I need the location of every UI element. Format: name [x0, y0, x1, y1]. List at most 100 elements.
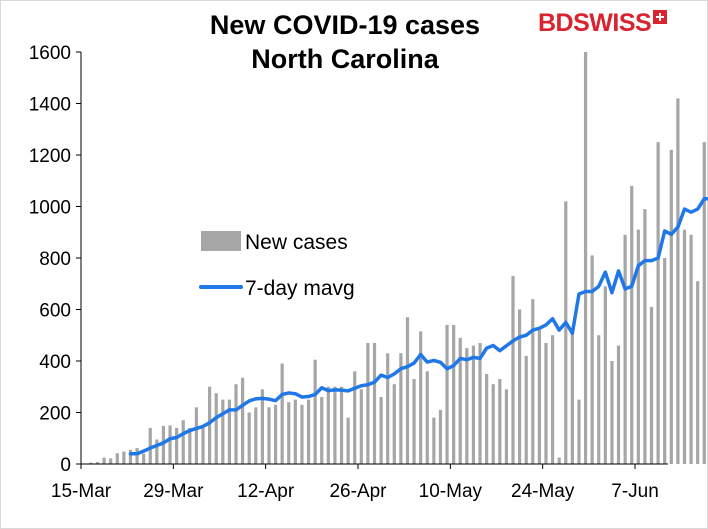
brand-logo: BDSWISS: [538, 8, 668, 37]
y-tick-label: 200: [39, 404, 71, 425]
bar: [102, 457, 106, 464]
y-tick-label: 1600: [29, 43, 71, 64]
bar: [339, 386, 344, 464]
bar: [155, 439, 159, 464]
bar: [346, 417, 350, 464]
legend: New cases 7-day mavg: [199, 231, 355, 300]
bar: [221, 399, 225, 465]
bar: [676, 98, 680, 464]
bar: [115, 453, 119, 464]
bar: [214, 393, 218, 464]
bars-layer: [89, 52, 706, 465]
bar: [630, 185, 634, 464]
bar: [603, 286, 607, 464]
bar: [669, 149, 673, 464]
x-tick-label: 26-Apr: [329, 481, 387, 502]
y-tick-label: 800: [39, 249, 71, 270]
bar: [392, 384, 396, 464]
bar: [564, 201, 568, 464]
bar: [273, 404, 278, 464]
bar: [550, 335, 555, 464]
bar: [109, 458, 113, 464]
x-tick-label: 12-Apr: [237, 481, 295, 502]
bar: [379, 397, 383, 464]
bar: [260, 389, 264, 464]
bar: [663, 258, 667, 464]
bar: [419, 331, 423, 464]
bar: [313, 359, 317, 464]
bar: [511, 276, 515, 464]
bar: [300, 404, 304, 464]
bar: [399, 353, 403, 464]
bar: [208, 386, 212, 464]
bar: [320, 397, 324, 464]
bar: [148, 427, 152, 464]
bar: [438, 409, 443, 464]
x-tick-label: 10-May: [419, 481, 483, 502]
bar: [142, 453, 146, 464]
bar: [656, 142, 660, 465]
bar: [240, 377, 245, 464]
bar: [445, 324, 449, 464]
bar: [122, 451, 126, 464]
legend-label-new-cases: New cases: [245, 231, 348, 254]
bar: [649, 306, 654, 464]
bar: [682, 229, 687, 464]
bar: [326, 386, 330, 464]
bar: [504, 389, 509, 464]
x-ticks: 15-Mar 29-Mar 12-Apr 26-Apr 10-May 24-May 7-Ju…: [51, 464, 659, 502]
bar: [128, 449, 133, 464]
bar: [353, 371, 357, 464]
bar: [333, 386, 337, 464]
bar: [366, 342, 370, 464]
bar: [544, 342, 548, 464]
bar: [412, 379, 416, 464]
bar: [135, 448, 139, 464]
bar: [524, 355, 528, 464]
bar: [194, 407, 199, 464]
legend-label-7-day-mavg: 7-day mavg: [245, 277, 355, 300]
bar: [293, 399, 297, 465]
bar: [597, 335, 601, 464]
y-ticks: 0 200 400 600 800 1000 1200 1400 1600: [29, 43, 81, 476]
bar: [287, 402, 291, 464]
bar: [702, 142, 706, 465]
bar: [234, 384, 238, 464]
bar: [689, 234, 693, 464]
x-tick-label: 7-Jun: [611, 481, 659, 502]
y-tick-label: 400: [39, 352, 71, 373]
title-line-1: New COVID-19 cases: [209, 10, 481, 40]
bar: [570, 331, 574, 464]
bar: [247, 412, 251, 464]
bar: [95, 461, 100, 464]
title-line-2: North Carolina: [251, 44, 439, 74]
bar: [432, 417, 436, 464]
bar: [471, 345, 476, 464]
bar: [518, 309, 522, 464]
bar: [577, 399, 581, 465]
y-tick-label: 1400: [29, 95, 71, 116]
bar: [485, 373, 489, 465]
bar: [175, 427, 179, 464]
bar: [201, 427, 205, 464]
bar: [188, 427, 192, 464]
y-tick-label: 1000: [29, 198, 71, 219]
y-tick-label: 1200: [29, 146, 71, 167]
bar: [623, 234, 627, 464]
bar: [458, 337, 462, 464]
legend-swatch-new-cases: [201, 231, 241, 251]
bar: [643, 209, 647, 464]
bar: [386, 353, 390, 464]
bar: [306, 399, 311, 465]
bar: [405, 317, 410, 464]
bar: [696, 281, 700, 464]
bar: [531, 299, 535, 464]
bar: [452, 324, 456, 464]
y-tick-label: 600: [39, 301, 71, 322]
bar: [280, 363, 284, 464]
logo-text: BDSWISS: [538, 8, 652, 37]
bar: [161, 425, 166, 464]
bar: [491, 384, 495, 464]
series-line-7-day-mavg: [128, 197, 708, 456]
